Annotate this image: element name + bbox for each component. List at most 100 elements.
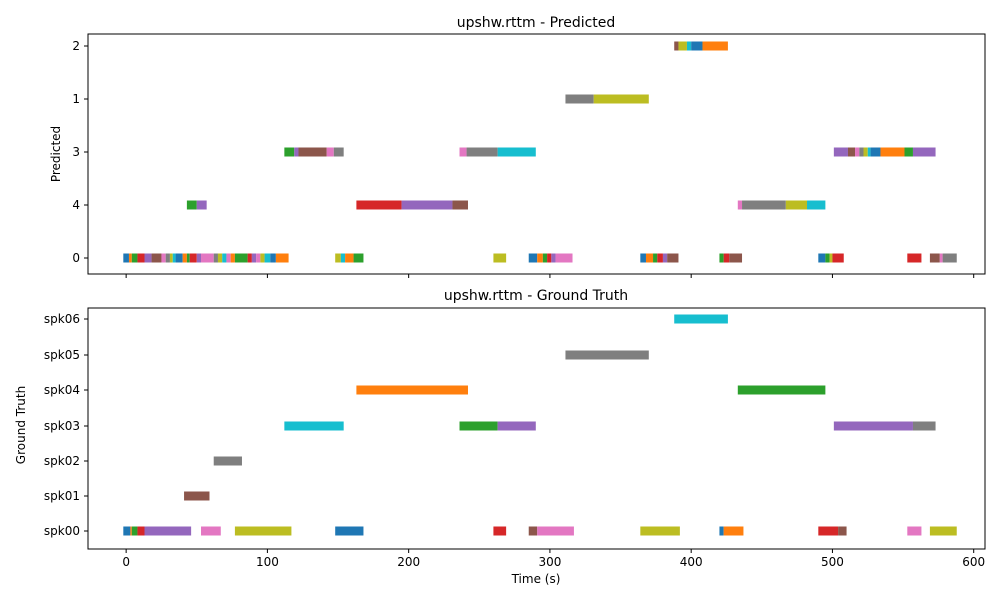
predicted-segment-0-4	[144, 253, 152, 263]
predicted-segment-0-43	[657, 253, 663, 263]
predicted-segment-4-57	[186, 200, 197, 210]
ground-truth-bars	[123, 314, 957, 536]
predicted-segment-4-58	[196, 200, 207, 210]
predicted-axes-frame	[87, 33, 986, 275]
predicted-segment-3-69	[326, 147, 334, 157]
predicted-bars	[123, 41, 957, 263]
ground-truth-xtick-label-400: 400	[680, 555, 703, 569]
predicted-panel: upshw.rttm - Predicted Predicted 0 4 3 1 2	[49, 15, 986, 278]
predicted-ytick-label-2: 2	[72, 39, 80, 53]
predicted-segment-0-12	[186, 253, 190, 263]
ground-truth-segment-spk00-6	[234, 526, 292, 536]
ground-truth-segment-spk00-5	[201, 526, 221, 536]
predicted-segment-1-85	[593, 94, 649, 104]
predicted-segment-0-48	[729, 253, 743, 263]
ground-truth-segment-spk00-0	[123, 526, 131, 536]
ground-truth-ytick-label-spk02: spk02	[44, 454, 80, 468]
predicted-segment-0-51	[829, 253, 833, 263]
predicted-segment-3-76	[855, 147, 860, 157]
ground-truth-xtick-label-0: 0	[122, 555, 130, 569]
ground-truth-xtick-label-500: 500	[821, 555, 844, 569]
ground-truth-segment-spk00-17	[929, 526, 957, 536]
ground-truth-segment-spk00-4	[144, 526, 192, 536]
ground-truth-segment-spk06-28	[674, 314, 728, 324]
ground-truth-segment-spk00-15	[838, 526, 847, 536]
predicted-segment-3-67	[294, 147, 299, 157]
ground-truth-segment-spk04-25	[356, 385, 468, 395]
predicted-segment-0-10	[175, 253, 183, 263]
predicted-segment-0-24	[256, 253, 261, 263]
predicted-segment-0-39	[555, 253, 573, 263]
predicted-segment-0-30	[340, 253, 346, 263]
ground-truth-segment-spk04-26	[737, 385, 826, 395]
ground-truth-segment-spk05-27	[565, 350, 649, 360]
ground-truth-segment-spk00-3	[137, 526, 145, 536]
predicted-segment-4-59	[356, 200, 402, 210]
predicted-segment-0-52	[832, 253, 844, 263]
ground-truth-xtick-label-300: 300	[538, 555, 561, 569]
predicted-segment-3-77	[859, 147, 864, 157]
predicted-segment-0-5	[151, 253, 162, 263]
predicted-segment-3-79	[867, 147, 871, 157]
predicted-segment-0-0	[123, 253, 129, 263]
predicted-segment-3-74	[833, 147, 848, 157]
predicted-segment-3-75	[847, 147, 856, 157]
predicted-segment-0-54	[929, 253, 940, 263]
predicted-segment-3-81	[880, 147, 905, 157]
predicted-segment-0-25	[260, 253, 265, 263]
ground-truth-segment-spk00-2	[131, 526, 138, 536]
predicted-segment-0-6	[161, 253, 166, 263]
predicted-segment-0-47	[723, 253, 730, 263]
ground-truth-segment-spk00-9	[528, 526, 538, 536]
predicted-segment-0-33	[493, 253, 507, 263]
predicted-segment-0-18	[222, 253, 227, 263]
predicted-segment-4-65	[807, 200, 826, 210]
predicted-segment-0-13	[189, 253, 197, 263]
ground-truth-segment-spk00-7	[335, 526, 364, 536]
predicted-segment-3-80	[870, 147, 881, 157]
ground-truth-segment-spk00-8	[493, 526, 507, 536]
predicted-segment-0-1	[128, 253, 132, 263]
predicted-segment-0-21	[234, 253, 248, 263]
predicted-segment-2-89	[691, 41, 703, 51]
ground-truth-ytick-label-spk05: spk05	[44, 348, 80, 362]
predicted-segment-3-71	[459, 147, 467, 157]
predicted-segment-0-14	[196, 253, 202, 263]
ground-truth-segment-spk02-19	[213, 456, 242, 466]
predicted-ytick-label-3: 3	[72, 145, 80, 159]
predicted-segment-0-2	[131, 253, 138, 263]
predicted-segment-0-56	[942, 253, 957, 263]
predicted-segment-0-50	[825, 253, 830, 263]
ground-truth-title: upshw.rttm - Ground Truth	[444, 288, 628, 304]
predicted-segment-0-38	[551, 253, 556, 263]
predicted-segment-4-63	[742, 200, 786, 210]
ground-truth-segment-spk00-12	[719, 526, 724, 536]
predicted-segment-0-49	[818, 253, 826, 263]
predicted-segment-2-86	[674, 41, 679, 51]
predicted-ytick-label-0: 0	[72, 251, 80, 265]
predicted-segment-0-15	[201, 253, 214, 263]
ground-truth-ytick-label-spk00: spk00	[44, 524, 80, 538]
predicted-segment-0-7	[165, 253, 170, 263]
ground-truth-segment-spk03-21	[459, 421, 498, 431]
predicted-segment-0-55	[939, 253, 943, 263]
ground-truth-segment-spk01-18	[184, 491, 210, 501]
ground-truth-xtick-label-200: 200	[397, 555, 420, 569]
predicted-ytick-label-1: 1	[72, 92, 80, 106]
predicted-segment-0-27	[270, 253, 276, 263]
predicted-segment-3-70	[333, 147, 344, 157]
predicted-segment-3-73	[497, 147, 536, 157]
predicted-segment-0-26	[264, 253, 271, 263]
ground-truth-ylabel: Ground Truth	[14, 386, 28, 464]
predicted-segment-0-53	[907, 253, 922, 263]
predicted-segment-3-68	[298, 147, 327, 157]
predicted-segment-0-37	[547, 253, 552, 263]
predicted-segment-0-8	[169, 253, 173, 263]
ground-truth-ticks: spk00 spk01 spk02 spk03 spk04 spk05 spk06 0 100 2…	[44, 312, 985, 569]
predicted-ytick-label-4: 4	[72, 198, 80, 212]
ground-truth-segment-spk00-10	[537, 526, 574, 536]
predicted-segment-0-17	[217, 253, 223, 263]
predicted-segment-0-45	[667, 253, 679, 263]
ground-truth-xtick-label-100: 100	[256, 555, 279, 569]
predicted-segment-0-11	[182, 253, 187, 263]
